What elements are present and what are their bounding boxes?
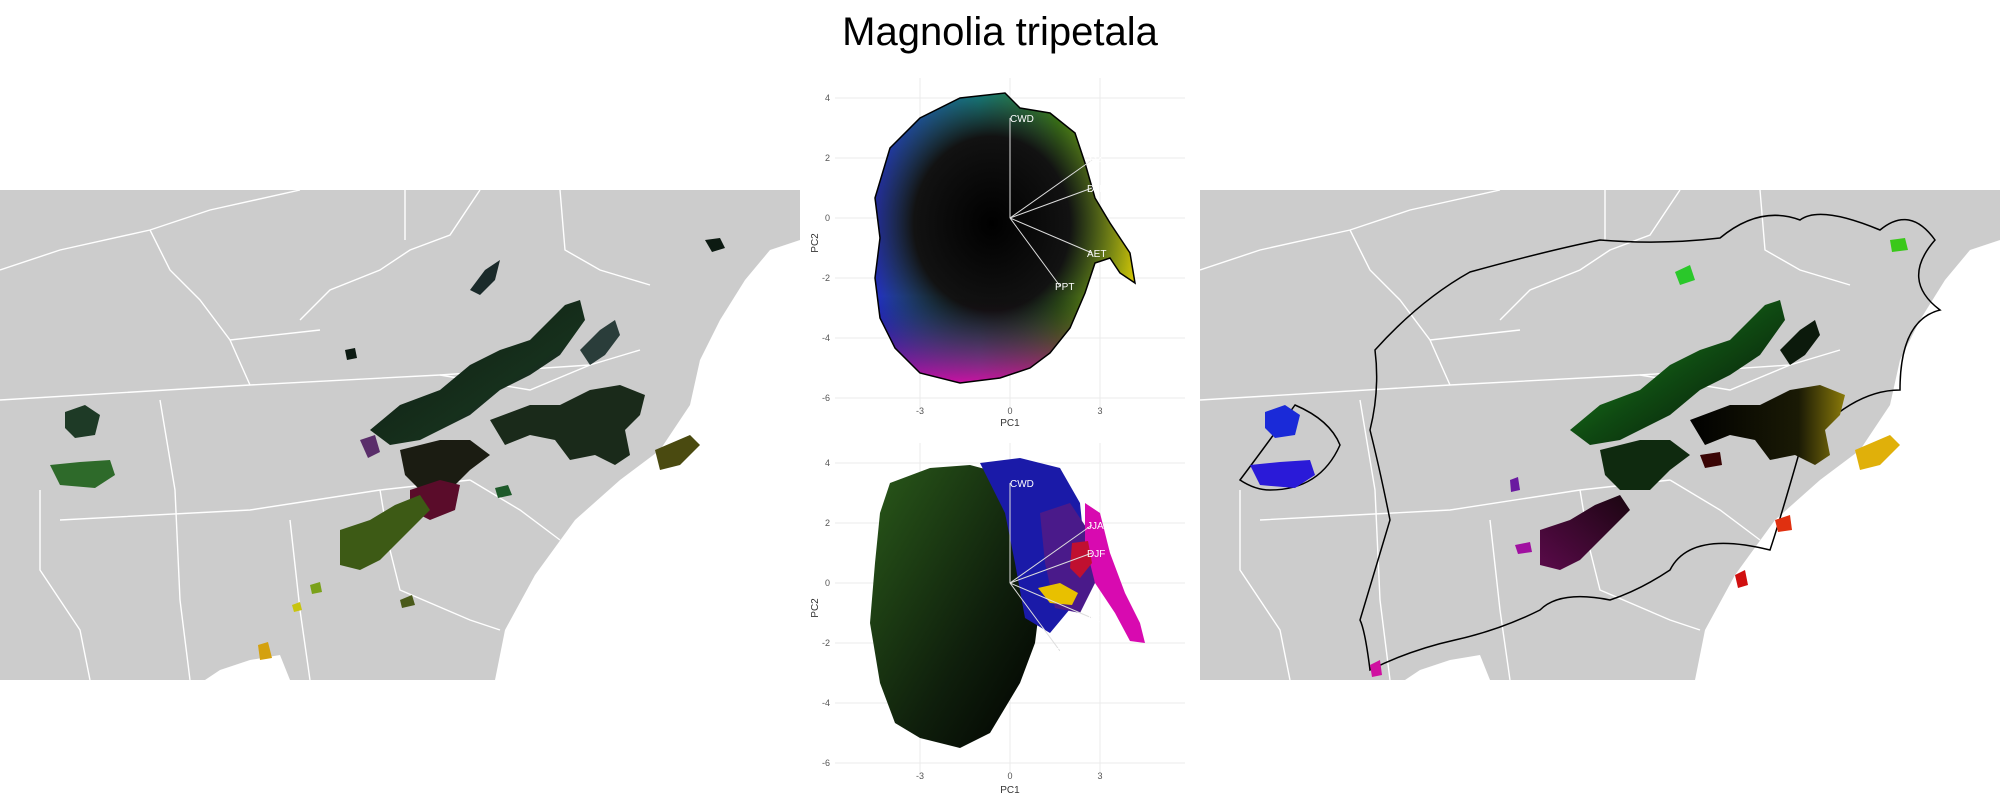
loading-vectors — [1009, 118, 1093, 287]
svg-text:-3: -3 — [916, 406, 924, 416]
patch-cumberland — [1600, 440, 1690, 490]
y-axis-label: PC2 — [810, 598, 821, 618]
vector-label-jja: JJA — [1087, 521, 1104, 532]
patch-ozark — [65, 405, 100, 438]
patch-magenta — [1370, 660, 1382, 677]
vector-label-djf: DJF — [1087, 184, 1105, 195]
patch-appalachian-main — [1570, 300, 1785, 445]
vector-label-cwd: CWD — [1010, 114, 1034, 125]
x-axis-label: PC1 — [1000, 418, 1020, 428]
svg-text:2: 2 — [825, 153, 830, 163]
patch-dark-red — [1700, 452, 1722, 468]
y-axis-label: PC2 — [810, 233, 821, 253]
patch-md — [705, 238, 725, 252]
patch-coastal-va — [655, 435, 700, 470]
patch-ms-yellow — [292, 602, 302, 612]
occurrence-patches — [1250, 238, 1908, 677]
right-range-map — [1200, 190, 2000, 680]
pca-cluster-magenta — [1085, 503, 1145, 643]
x-tick-labels: -3 0 3 — [916, 771, 1103, 781]
patch-blue-ridge — [1690, 385, 1845, 465]
pca-cluster-green-black — [870, 465, 1040, 748]
vector-label-aet: AET — [1087, 249, 1106, 260]
patch-tn-purple — [360, 435, 380, 458]
occurrence-patches — [50, 238, 725, 660]
vector-label-jja: JJA — [1087, 156, 1104, 167]
patch-ms-orange — [258, 642, 272, 660]
vector-label-ppt: PPT — [1055, 282, 1074, 293]
patch-wv — [470, 260, 500, 295]
pca-plot-continuous: CWD JJA DJF AET PPT 4 2 0 -2 -4 -6 -3 0 … — [810, 78, 1185, 428]
svg-text:0: 0 — [825, 578, 830, 588]
patch-red-ga — [1735, 570, 1748, 588]
patch-cumberland — [400, 440, 490, 490]
patch-red-sc — [1775, 515, 1792, 532]
vector-label-cwd: CWD — [1010, 479, 1034, 490]
vector-label-ppt: PPT — [1055, 647, 1074, 658]
svg-text:3: 3 — [1097, 406, 1102, 416]
x-tick-labels: -3 0 3 — [916, 406, 1103, 416]
pca-plot-clusters: CWD JJA DJF AET PPT 4 2 0 -2 -4 -6 -3 0 … — [810, 443, 1185, 796]
vector-label-aet: AET — [1087, 614, 1106, 625]
patch-alabama — [1540, 495, 1630, 570]
patch-purple — [1510, 477, 1520, 492]
patch-green-ky — [1675, 265, 1695, 285]
svg-text:-2: -2 — [822, 273, 830, 283]
svg-text:2: 2 — [825, 518, 830, 528]
svg-text:-6: -6 — [822, 393, 830, 403]
svg-text:0: 0 — [1007, 406, 1012, 416]
patch-alabama — [340, 495, 430, 570]
patch-ozark-blue — [1265, 405, 1300, 438]
svg-text:3: 3 — [1097, 771, 1102, 781]
patch-ky-dark — [345, 348, 357, 360]
patch-sc-green — [495, 485, 512, 498]
svg-text:0: 0 — [825, 213, 830, 223]
patch-ridge-valley — [1780, 320, 1820, 365]
patch-violet — [1515, 542, 1532, 554]
loading-vectors — [1009, 483, 1093, 652]
y-tick-labels: 4 2 0 -2 -4 -6 — [822, 458, 830, 768]
svg-text:-4: -4 — [822, 333, 830, 343]
svg-text:4: 4 — [825, 93, 830, 103]
patch-al-lime — [310, 582, 322, 594]
svg-text:4: 4 — [825, 458, 830, 468]
svg-text:-3: -3 — [916, 771, 924, 781]
east-range-hull — [1359, 213, 1942, 672]
patch-ridge-valley — [580, 320, 620, 365]
left-range-map — [0, 190, 800, 680]
vector-label-djf: DJF — [1087, 549, 1105, 560]
svg-text:-4: -4 — [822, 698, 830, 708]
y-tick-labels: 4 2 0 -2 -4 -6 — [822, 93, 830, 403]
patch-ga-olive — [400, 595, 415, 608]
svg-text:-6: -6 — [822, 758, 830, 768]
patch-ouachita — [50, 460, 115, 488]
svg-text:0: 0 — [1007, 771, 1012, 781]
patch-ouachita-blue — [1250, 460, 1315, 488]
pca-cluster-red — [1070, 541, 1092, 578]
figure-title: Magnolia tripetala — [842, 10, 1158, 54]
svg-text:-2: -2 — [822, 638, 830, 648]
pca-magenta-edge — [875, 93, 1135, 383]
x-axis-label: PC1 — [1000, 785, 1020, 796]
patch-coastal-yellow — [1855, 435, 1900, 470]
patch-blue-ridge — [490, 385, 645, 465]
patch-green-nj — [1890, 238, 1908, 252]
patch-appalachian-main — [370, 300, 585, 445]
pca-hull — [874, 92, 1137, 384]
